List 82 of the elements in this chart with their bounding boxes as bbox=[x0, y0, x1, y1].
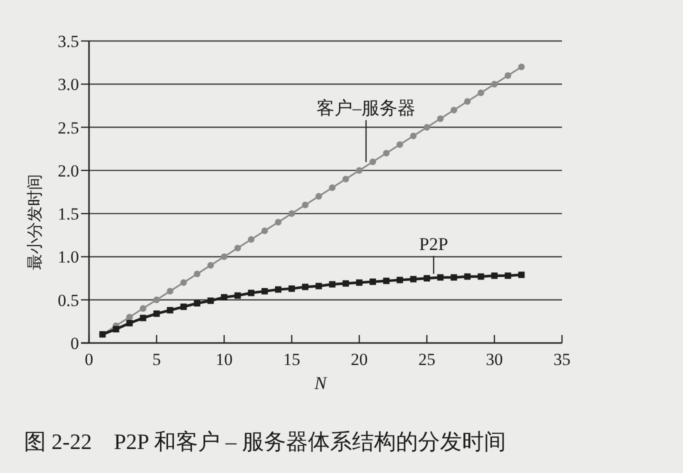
point bbox=[140, 305, 146, 312]
point bbox=[275, 286, 282, 293]
point bbox=[274, 218, 282, 226]
point bbox=[153, 296, 160, 304]
point bbox=[370, 278, 376, 285]
point bbox=[220, 253, 228, 260]
y-tick-label: 0 bbox=[70, 334, 79, 353]
point bbox=[518, 272, 525, 278]
point bbox=[261, 228, 268, 234]
point bbox=[396, 141, 404, 148]
x-tick-label: 5 bbox=[152, 350, 161, 369]
point bbox=[410, 132, 417, 140]
point bbox=[342, 176, 350, 182]
point bbox=[464, 273, 471, 280]
point bbox=[424, 275, 430, 282]
point bbox=[491, 80, 498, 88]
point bbox=[180, 279, 187, 286]
x-tick-label: 30 bbox=[486, 350, 503, 369]
point bbox=[329, 281, 336, 288]
y-axis-title: 最小分发时间 bbox=[26, 174, 44, 270]
point bbox=[315, 193, 322, 200]
x-tick-label: 10 bbox=[216, 350, 233, 369]
point bbox=[518, 64, 525, 70]
point bbox=[194, 270, 200, 278]
point bbox=[112, 326, 120, 332]
point bbox=[450, 106, 458, 114]
point bbox=[356, 167, 363, 174]
x-tick-label: 35 bbox=[554, 350, 570, 369]
x-axis-title: N bbox=[313, 373, 328, 393]
point bbox=[248, 290, 254, 296]
point bbox=[302, 284, 308, 290]
point bbox=[288, 285, 295, 292]
point bbox=[450, 274, 458, 281]
y-tick-label: 2.0 bbox=[58, 161, 79, 180]
point bbox=[491, 272, 498, 279]
x-tick-label: 15 bbox=[283, 350, 300, 369]
point bbox=[194, 300, 200, 307]
point bbox=[328, 184, 336, 191]
point bbox=[356, 279, 362, 286]
point bbox=[437, 115, 444, 122]
point bbox=[126, 314, 133, 320]
point bbox=[166, 307, 174, 314]
point bbox=[478, 273, 484, 280]
point bbox=[383, 150, 390, 156]
point bbox=[166, 288, 174, 295]
y-tick-label: 2.5 bbox=[58, 118, 79, 138]
point bbox=[234, 244, 241, 252]
point bbox=[410, 276, 417, 282]
point bbox=[207, 262, 214, 269]
point bbox=[207, 298, 214, 304]
point bbox=[153, 310, 160, 317]
point bbox=[180, 304, 187, 310]
point bbox=[424, 124, 430, 131]
text: 图 2-22 P2P 和客户 – 服务器体系结构的分发时间 bbox=[24, 429, 506, 454]
point bbox=[437, 274, 444, 281]
point bbox=[370, 158, 376, 166]
point bbox=[140, 314, 146, 322]
point bbox=[288, 210, 296, 217]
point bbox=[396, 276, 404, 284]
series-label: P2P bbox=[419, 234, 448, 254]
point bbox=[342, 280, 349, 287]
y-tick-label: 0.5 bbox=[58, 290, 79, 310]
x-tick-label: 0 bbox=[84, 350, 94, 369]
point bbox=[464, 98, 471, 105]
y-tick-label: 3.5 bbox=[58, 32, 79, 51]
point bbox=[248, 236, 254, 243]
x-tick-label: 25 bbox=[418, 350, 436, 369]
point bbox=[261, 288, 268, 294]
point bbox=[316, 282, 322, 290]
y-tick-label: 1.5 bbox=[58, 204, 79, 224]
series-label: 客户–服务器 bbox=[316, 98, 416, 118]
point bbox=[234, 292, 241, 299]
point bbox=[302, 202, 309, 208]
y-tick-label: 1.0 bbox=[58, 248, 79, 267]
x-tick-label: 20 bbox=[350, 350, 368, 369]
point bbox=[220, 294, 228, 300]
point bbox=[478, 89, 484, 96]
point bbox=[504, 272, 512, 279]
point bbox=[126, 320, 133, 326]
point bbox=[504, 72, 512, 79]
y-tick-label: 3.0 bbox=[58, 75, 79, 94]
point bbox=[383, 278, 390, 284]
